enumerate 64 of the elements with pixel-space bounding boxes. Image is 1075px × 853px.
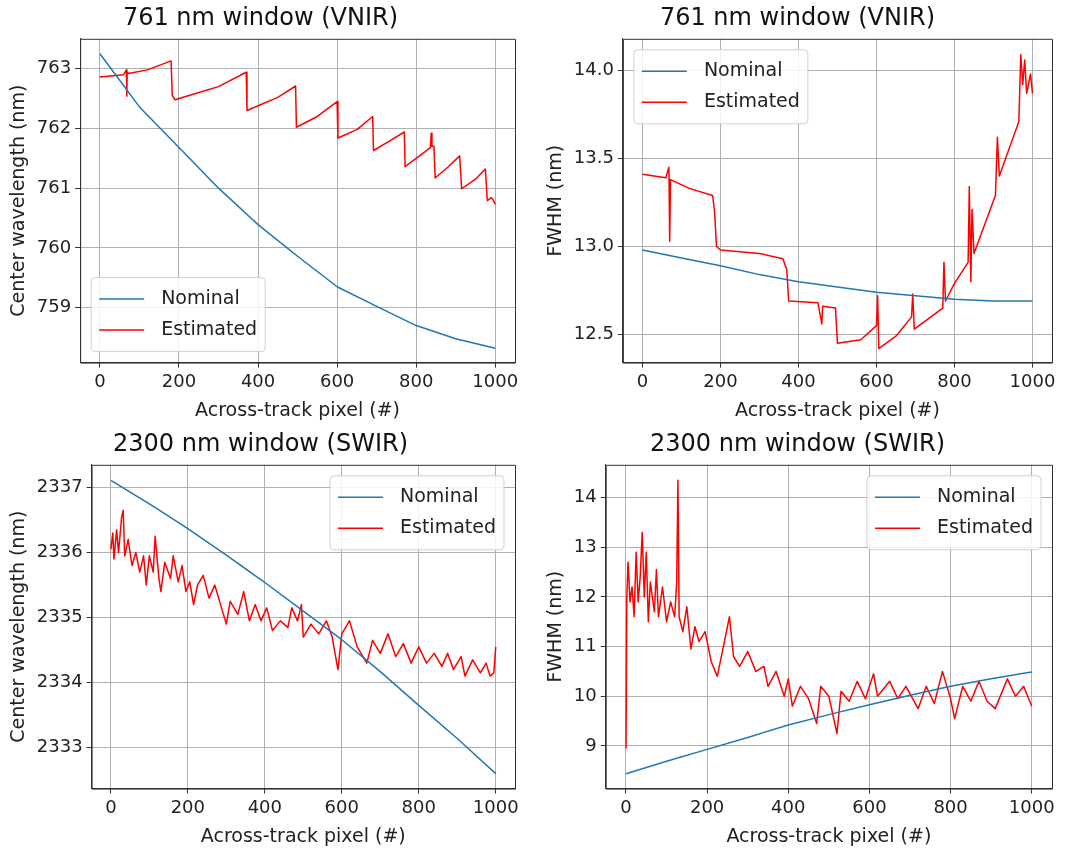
chart-title: 761 nm window (VNIR) — [122, 2, 399, 31]
x-tick-label: 600 — [319, 370, 355, 392]
x-tick-label: 800 — [937, 370, 972, 392]
chart-title: 2300 nm window (SWIR) — [112, 428, 409, 457]
x-tick-label: 1000 — [1009, 370, 1056, 392]
legend-label: Estimated — [937, 515, 1033, 538]
x-tick-label: 0 — [105, 796, 117, 818]
y-axis-title: Center wavelength (nm) — [6, 84, 29, 317]
x-tick-label: 800 — [398, 370, 434, 392]
x-tick-label: 1000 — [472, 370, 519, 392]
x-tick-label: 600 — [859, 370, 894, 392]
y-tick-label: 763 — [36, 56, 72, 78]
x-axis-title: Across-track pixel (#) — [195, 397, 401, 420]
y-tick-label: 13.5 — [573, 146, 614, 168]
x-axis-title: Across-track pixel (#) — [726, 823, 932, 846]
y-tick-label: 12.5 — [573, 322, 614, 344]
y-tick-label: 759 — [36, 295, 72, 317]
legend-label: Nominal — [400, 484, 479, 507]
x-tick-label: 200 — [170, 796, 206, 818]
y-tick-label: 10 — [573, 683, 597, 705]
legend-label: Nominal — [703, 58, 783, 81]
x-tick-label: 800 — [401, 796, 436, 818]
y-tick-label: 14 — [573, 485, 597, 507]
x-tick-label: 0 — [620, 796, 632, 818]
y-tick-label: 13.0 — [573, 234, 614, 256]
x-tick-label: 400 — [781, 370, 816, 392]
y-tick-label: 2337 — [36, 475, 83, 497]
x-tick-label: 400 — [771, 796, 806, 818]
x-tick-label: 400 — [247, 796, 282, 818]
y-tick-label: 2335 — [36, 605, 83, 627]
y-tick-label: 9 — [585, 733, 597, 755]
x-tick-label: 200 — [161, 370, 197, 392]
x-tick-label: 200 — [703, 370, 738, 392]
y-tick-label: 12 — [573, 584, 597, 606]
y-tick-label: 2336 — [36, 540, 83, 562]
legend-label: Nominal — [161, 286, 240, 309]
chart-title: 2300 nm window (SWIR) — [649, 428, 946, 457]
y-tick-label: 760 — [36, 235, 72, 257]
x-tick-label: 1000 — [1008, 796, 1055, 818]
x-tick-label: 200 — [689, 796, 725, 818]
legend-label: Estimated — [703, 89, 800, 112]
x-tick-label: 800 — [933, 796, 968, 818]
x-tick-label: 600 — [852, 796, 887, 818]
y-axis-title: FWHM (nm) — [543, 570, 566, 683]
legend-label: Estimated — [400, 515, 496, 538]
x-tick-label: 0 — [94, 370, 106, 392]
y-tick-label: 13 — [573, 534, 597, 556]
y-tick-label: 2333 — [36, 735, 83, 757]
y-tick-label: 762 — [36, 116, 72, 138]
x-tick-label: 600 — [324, 796, 359, 818]
legend-label: Nominal — [937, 484, 1016, 507]
y-tick-label: 14.0 — [573, 58, 614, 80]
y-tick-label: 761 — [36, 175, 72, 197]
y-axis-title: FWHM (nm) — [543, 144, 566, 257]
x-tick-label: 1000 — [472, 796, 519, 818]
x-tick-label: 400 — [240, 370, 276, 392]
chart-title: 761 nm window (VNIR) — [659, 2, 936, 31]
legend-label: Estimated — [161, 317, 258, 340]
y-axis-title: Center wavelength (nm) — [6, 510, 29, 743]
x-tick-label: 0 — [636, 370, 649, 392]
x-axis-title: Across-track pixel (#) — [734, 397, 940, 420]
y-tick-label: 2334 — [36, 670, 83, 692]
x-axis-title: Across-track pixel (#) — [200, 823, 406, 846]
y-tick-label: 11 — [573, 634, 597, 656]
